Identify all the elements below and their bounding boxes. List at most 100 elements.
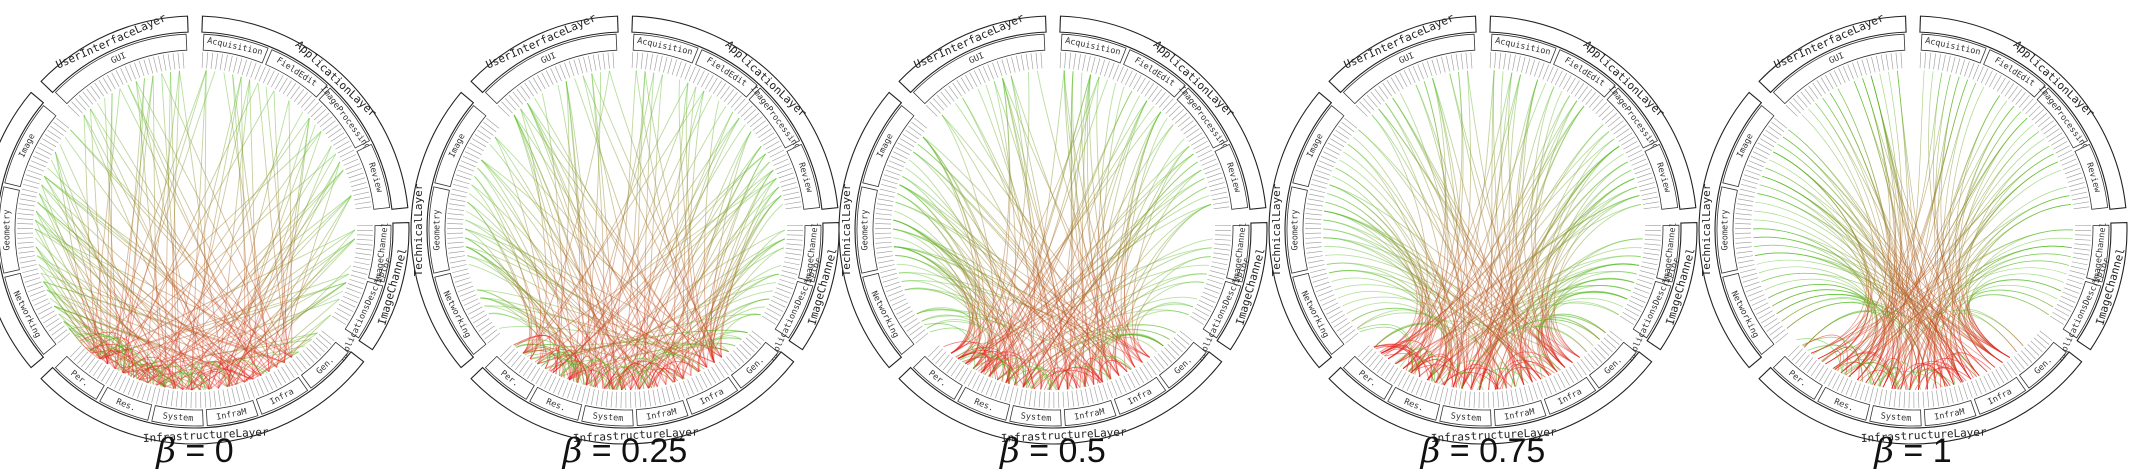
leaf-node [1549, 377, 1557, 393]
dependency-edge [37, 201, 245, 383]
leaf-node [1201, 158, 1217, 166]
leaf-node [1361, 348, 1373, 361]
local-edge [161, 372, 200, 391]
dependency-edge [1553, 186, 1638, 358]
dependency-edge [568, 229, 786, 381]
leaf-node [1023, 389, 1028, 406]
leaf-node [1742, 179, 1758, 185]
module-arc [632, 33, 699, 64]
leaf-node [447, 237, 464, 239]
leaf-node [354, 256, 371, 261]
leaf-node [1115, 379, 1122, 395]
leaf-node [97, 365, 107, 379]
leaf-node [1125, 70, 1133, 86]
leaf-node [1389, 367, 1399, 382]
leaf-node [17, 241, 34, 244]
dependency-edge [146, 70, 180, 383]
leaf-node [999, 384, 1006, 401]
dependency-edge [122, 332, 318, 374]
leaf-node [470, 310, 485, 319]
local-edge [1408, 350, 1433, 381]
leaf-node [564, 62, 571, 78]
leaf-node [1376, 360, 1387, 374]
leaf-node [1196, 304, 1212, 312]
leaf-node [1924, 52, 1927, 69]
dependency-edge [957, 203, 1212, 360]
leaf-node [1995, 369, 2005, 384]
leaf-node [1305, 241, 1322, 244]
dependency-edge [1493, 70, 1516, 387]
leaf-node [2067, 177, 2084, 183]
leaf-node [1876, 55, 1880, 72]
local-edge [1834, 352, 1894, 389]
leaf-node [233, 56, 238, 73]
leaf-node [784, 201, 801, 205]
dependency-edge [44, 175, 278, 368]
leaf-node [1204, 287, 1220, 294]
dependency-edge [568, 273, 779, 381]
module-arc [1772, 355, 1823, 400]
leaf-node [262, 68, 271, 84]
leaf-node [875, 218, 892, 220]
leaf-node [475, 318, 490, 328]
leaf-node [1855, 383, 1861, 399]
module-arc [748, 87, 801, 149]
leaf-node [1937, 54, 1941, 70]
leaf-node [1788, 345, 1800, 358]
local-edge [90, 338, 123, 371]
leaf-node [960, 77, 970, 92]
leaf-node [132, 381, 139, 397]
leaf-node [972, 374, 980, 389]
local-edge [185, 368, 251, 390]
leaf-node [562, 381, 569, 397]
leaf-node [1136, 77, 1146, 92]
leaf-node [508, 94, 520, 108]
leaf-node [890, 155, 906, 164]
leaf-node [1628, 299, 1644, 308]
leaf-node [1200, 295, 1216, 303]
leaf-node [167, 54, 171, 70]
layer-arc [631, 15, 839, 210]
local-edge [1384, 353, 1445, 386]
module-arc [2074, 143, 2109, 210]
beta-symbol: β [561, 431, 583, 471]
leaf-node [45, 318, 60, 328]
dependency-edge [1395, 82, 1547, 365]
leaf-node [222, 389, 226, 406]
dependency-edge [917, 143, 1128, 373]
leaf-node [1561, 371, 1570, 386]
leaf-node [1344, 117, 1358, 129]
module-label: System [1450, 411, 1481, 424]
leaf-node [1402, 374, 1410, 389]
leaf-node [175, 391, 179, 408]
leaf-node [1825, 74, 1834, 90]
leaf-node [22, 268, 38, 274]
dependency-edge [465, 210, 649, 389]
leaf-node [1610, 120, 1624, 131]
leaf-node [219, 54, 223, 70]
leaf-node [1362, 98, 1375, 111]
dependency-edge [1378, 108, 1446, 381]
dependency-edge [1371, 114, 1481, 391]
leaf-node [1305, 237, 1322, 239]
leaf-node [1082, 54, 1086, 71]
leaf-node [1441, 56, 1446, 73]
leaf-node [448, 208, 465, 211]
local-edge [1511, 356, 1558, 388]
leaf-node [1165, 101, 1178, 114]
dependency-edge [1934, 294, 2049, 389]
leaf-node [875, 246, 892, 249]
leaf-node [883, 174, 900, 180]
leaf-node [1203, 163, 1219, 170]
leaf-node [1808, 85, 1819, 99]
module-arc [1439, 405, 1492, 427]
dependency-edge [526, 103, 623, 391]
layer-arc [1268, 91, 1333, 369]
local-edge [1082, 355, 1132, 388]
leaf-node [209, 391, 212, 408]
leaf-node [1308, 259, 1324, 264]
leaf-node [1174, 112, 1188, 124]
module-arc [0, 186, 20, 274]
dependency-edge [898, 272, 1143, 363]
leaf-node [447, 246, 464, 249]
